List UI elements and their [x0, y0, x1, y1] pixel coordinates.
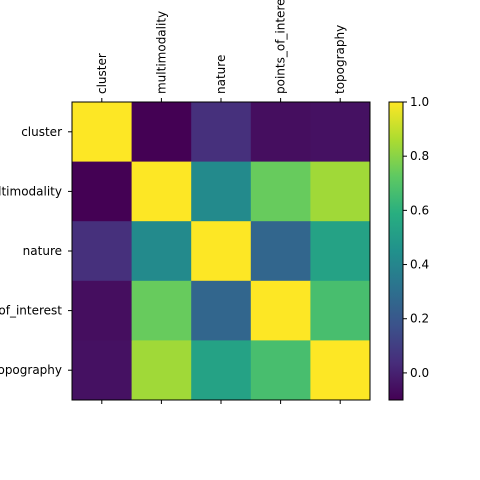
heatmap-cell-nature-nature	[191, 221, 252, 282]
colorbar-tick-label: 0.6	[410, 203, 429, 217]
colorbar-tick-label: 0.0	[410, 366, 429, 380]
y-tick-label: multimodality	[0, 184, 62, 198]
heatmap-cell-cluster-topography	[310, 102, 371, 163]
heatmap-cell-topography-cluster	[72, 340, 133, 401]
y-tick-label: cluster	[21, 125, 62, 139]
heatmap-cell-multimodality-topography	[310, 161, 371, 222]
heatmap-cell-points_of_interest-cluster	[72, 280, 133, 341]
y-tick-label: points_of_interest	[0, 304, 62, 318]
heatmap-cell-points_of_interest-multimodality	[131, 280, 192, 341]
colorbar-tick-label: 0.8	[410, 149, 429, 163]
heatmap-cell-cluster-nature	[191, 102, 252, 163]
x-tick-label: topography	[333, 25, 347, 94]
colorbar: 0.0 0.2 0.4 0.6 0.8 1.0	[388, 95, 429, 401]
colorbar-tick-label: 1.0	[410, 95, 429, 109]
heatmap-cell-multimodality-multimodality	[131, 161, 192, 222]
x-tick-label: multimodality	[154, 11, 168, 94]
colorbar-tick-label: 0.2	[410, 312, 429, 326]
x-tick-label: nature	[214, 55, 228, 94]
heatmap-cell-multimodality-points_of_interest	[250, 161, 311, 222]
x-axis: cluster multimodality nature points_of_inte…	[95, 0, 347, 404]
heatmap-cell-points_of_interest-points_of_interest	[250, 280, 311, 341]
y-tick-label: topography	[0, 363, 62, 377]
heatmap-cell-points_of_interest-topography	[310, 280, 371, 341]
heatmap-cell-nature-multimodality	[131, 221, 192, 282]
heatmap-cell-cluster-points_of_interest	[250, 102, 311, 163]
heatmap-cell-multimodality-cluster	[72, 161, 133, 222]
heatmap-cell-points_of_interest-nature	[191, 280, 252, 341]
heatmap-cell-cluster-multimodality	[131, 102, 192, 163]
heatmap-cell-topography-points_of_interest	[250, 340, 311, 401]
heatmap-cell-topography-topography	[310, 340, 371, 401]
x-tick-label: cluster	[95, 53, 109, 94]
y-tick-label: nature	[23, 244, 62, 258]
heatmap-cell-cluster-cluster	[72, 102, 133, 163]
y-axis: cluster multimodality nature points_of_inte…	[0, 125, 72, 377]
heatmap-cell-multimodality-nature	[191, 161, 252, 222]
colorbar-tick-label: 0.4	[410, 258, 429, 272]
heatmap-cells	[72, 102, 371, 401]
colorbar-ticks: 0.0 0.2 0.4 0.6 0.8 1.0	[403, 95, 429, 380]
heatmap-cell-topography-multimodality	[131, 340, 192, 401]
colorbar-gradient	[388, 101, 404, 401]
heatmap-cell-nature-cluster	[72, 221, 133, 282]
heatmap-cell-nature-topography	[310, 221, 371, 282]
x-tick-label: points_of_interest	[274, 0, 288, 94]
heatmap-cell-topography-nature	[191, 340, 252, 401]
heatmap-cell-nature-points_of_interest	[250, 221, 311, 282]
